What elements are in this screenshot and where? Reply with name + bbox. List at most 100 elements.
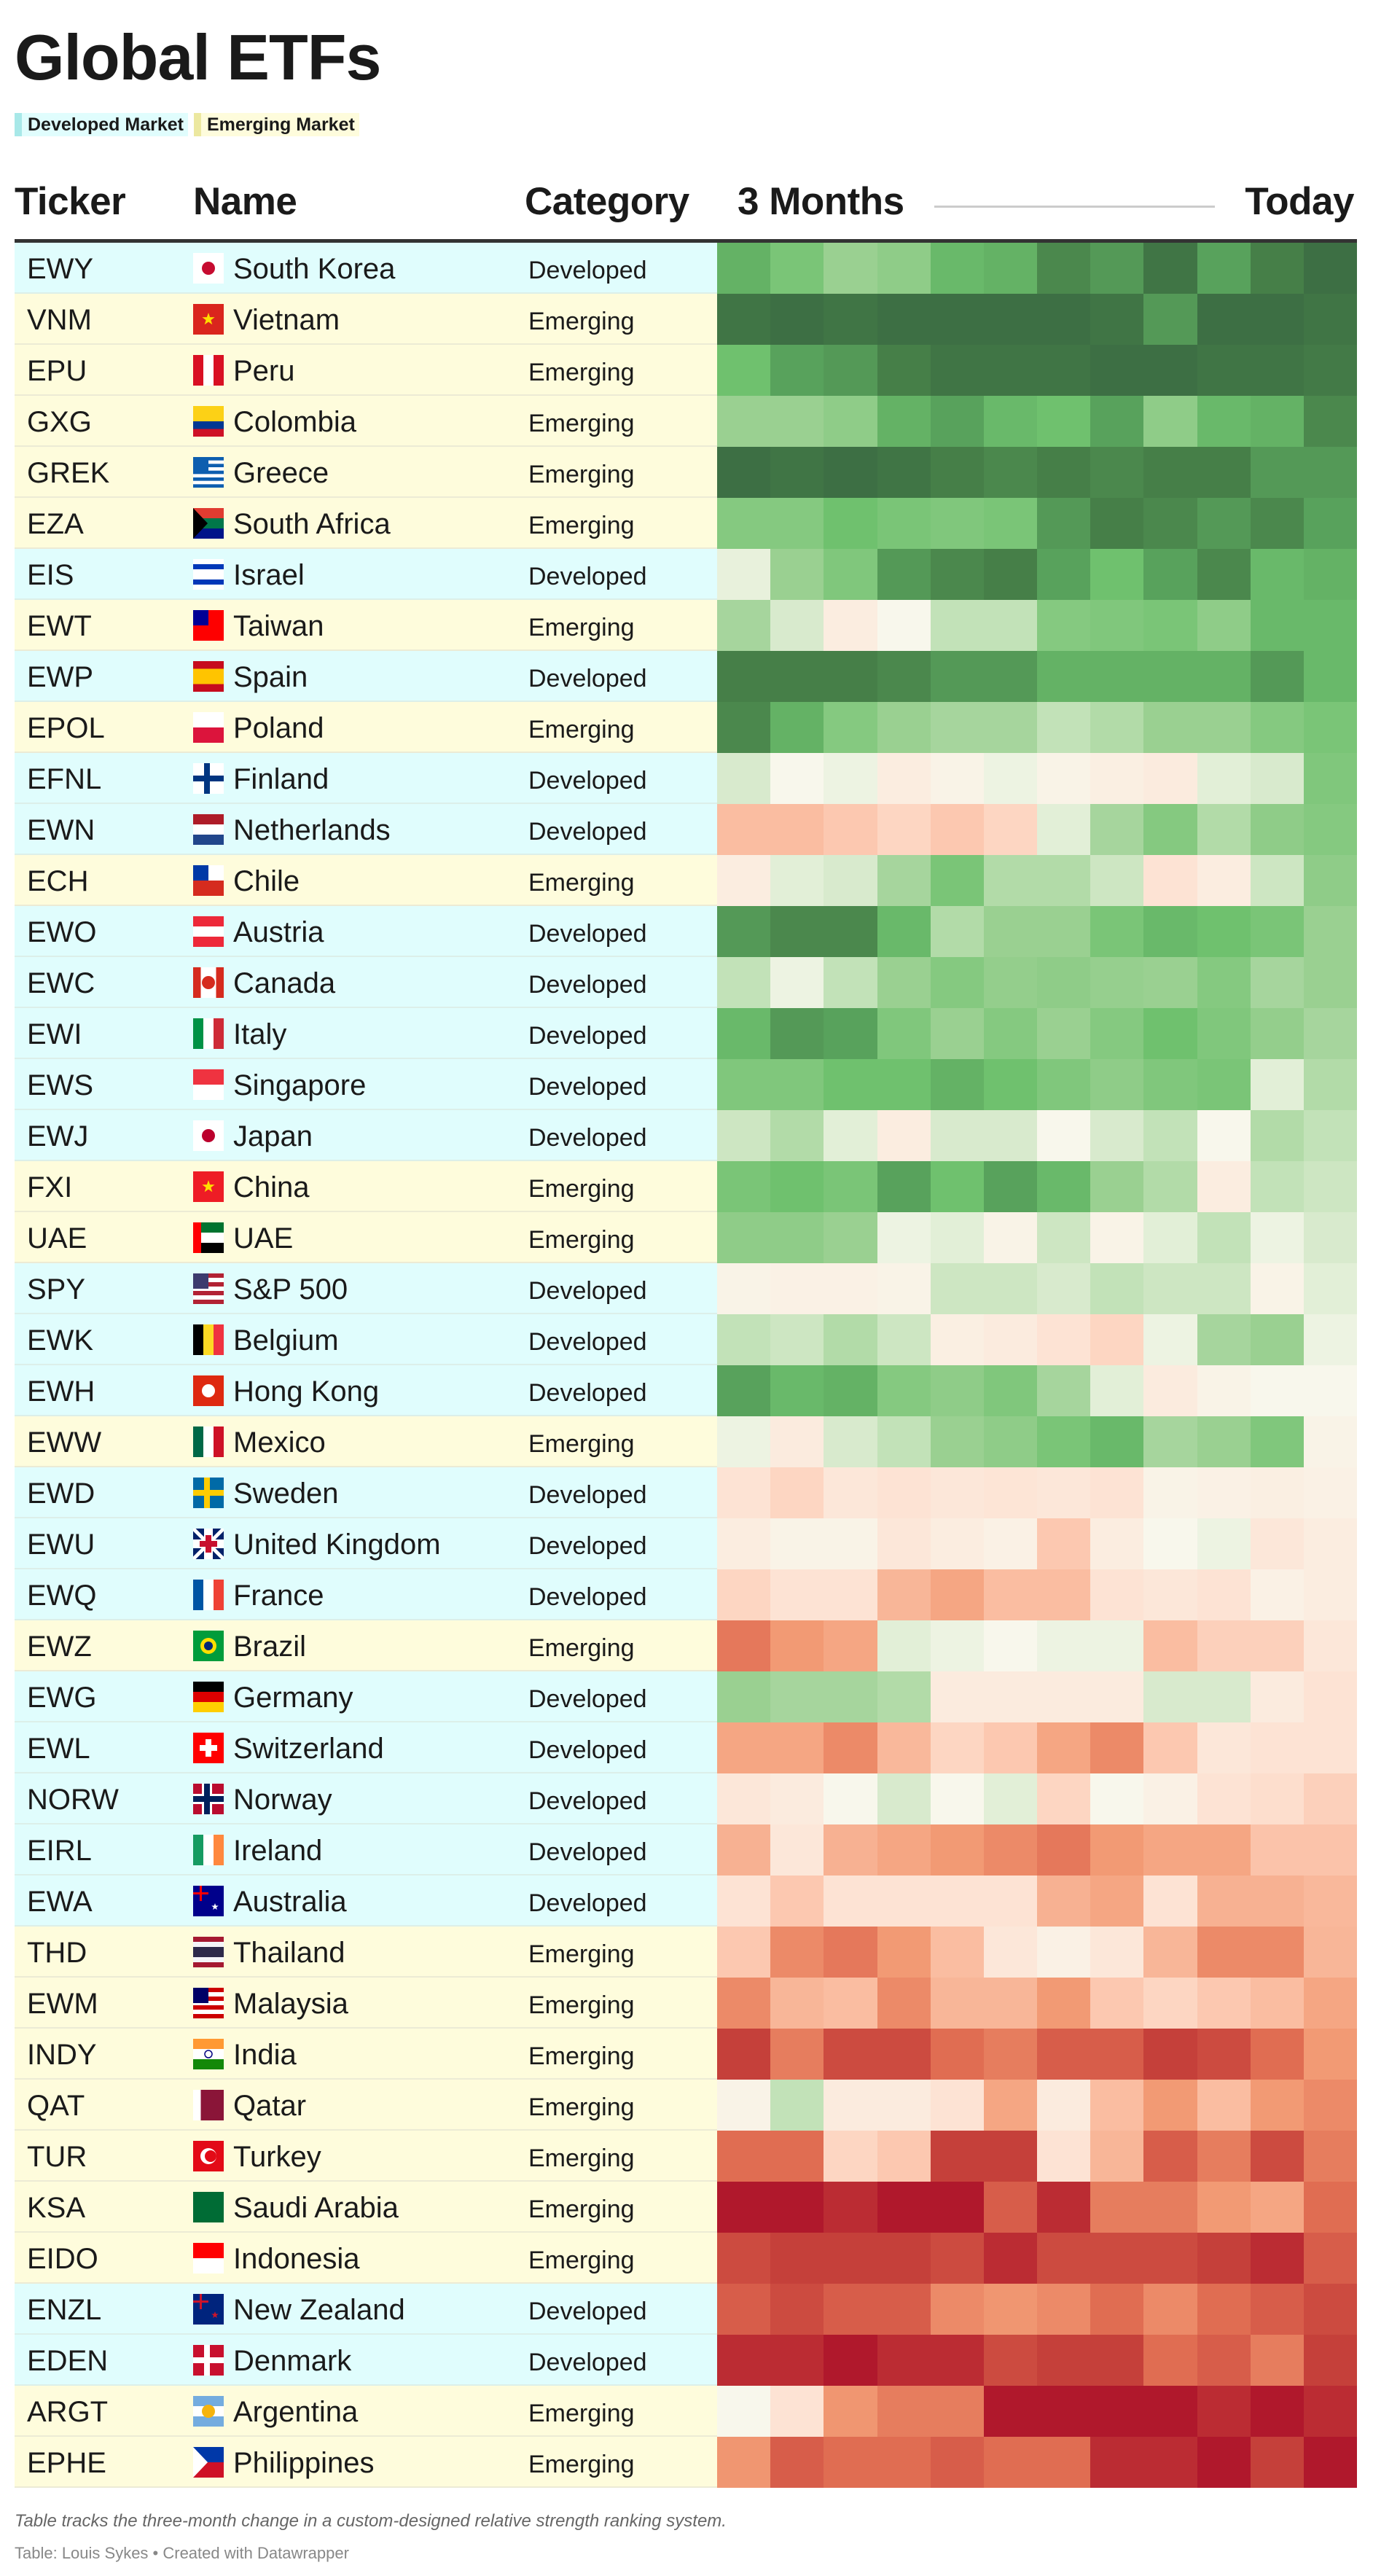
heatmap-cell (1090, 1978, 1144, 2029)
heatmap-cell (930, 1518, 984, 1569)
heatmap-row (717, 1263, 1358, 1314)
table-row: ENZL New Zealand Developed (15, 2284, 1358, 2335)
name-cell: Greece (233, 457, 329, 489)
heatmap-cell (770, 1416, 824, 1467)
name-cell: Norway (233, 1784, 332, 1816)
flag-belgium-icon (193, 1324, 224, 1355)
name-cell: New Zealand (233, 2294, 405, 2326)
table-body: EWY South Korea Developed VNM Vietnam Em… (15, 243, 1358, 2488)
heatmap-cell (877, 396, 931, 447)
heatmap-cell (1197, 498, 1251, 549)
heatmap-cell (1037, 2080, 1091, 2131)
row-label-area: EFNL Finland Developed (15, 753, 717, 804)
heatmap-cell (1250, 243, 1304, 294)
table-row: KSA Saudi Arabia Emerging (15, 2182, 1358, 2233)
heatmap-cell (717, 855, 771, 906)
category-cell: Developed (528, 920, 647, 948)
heatmap-cell (1143, 651, 1197, 702)
heatmap-cell (1143, 396, 1197, 447)
header-ticker[interactable]: Ticker (15, 180, 126, 223)
heatmap-cell (1250, 1876, 1304, 1927)
heatmap-cell (1143, 2233, 1197, 2284)
heatmap-cell (1037, 2335, 1091, 2386)
heatmap-cell (1197, 2182, 1251, 2233)
name-cell: Taiwan (233, 610, 324, 642)
heatmap-cell (1037, 2029, 1091, 2080)
row-label-area: EIS Israel Developed (15, 549, 717, 600)
flag-mexico-icon (193, 1426, 224, 1457)
heatmap-cell (877, 2131, 931, 2182)
heatmap-cell (770, 1110, 824, 1161)
heatmap-cell (877, 906, 931, 957)
heatmap-cell (1250, 1314, 1304, 1365)
heatmap-cell (717, 2233, 771, 2284)
heatmap-cell (930, 1416, 984, 1467)
heatmap-cell (983, 1314, 1038, 1365)
ticker-cell: EWG (27, 1682, 97, 1714)
heatmap-row (717, 2131, 1358, 2182)
heatmap-cell (1303, 753, 1358, 804)
heatmap-cell (1090, 1824, 1144, 1876)
legend-emerging-label: Emerging Market (206, 114, 355, 135)
heatmap-cell (1143, 1569, 1197, 1620)
heatmap-cell (1303, 2131, 1358, 2182)
heatmap-cell (930, 1569, 984, 1620)
heatmap-cell (1197, 2335, 1251, 2386)
heatmap-cell (983, 1416, 1038, 1467)
category-cell: Emerging (528, 2400, 635, 2427)
heatmap-cell (770, 1314, 824, 1365)
heatmap-cell (1250, 1671, 1304, 1722)
category-cell: Developed (528, 818, 647, 846)
heatmap-cell (770, 1824, 824, 1876)
heatmap-cell (1037, 2182, 1091, 2233)
heatmap-cell (877, 2335, 931, 2386)
flag-netherlands-icon (193, 814, 224, 846)
heatmap-cell (770, 906, 824, 957)
heatmap-cell (1303, 906, 1358, 957)
heatmap-row (717, 1314, 1358, 1365)
ticker-cell: EFNL (27, 763, 102, 795)
footer-note: Table tracks the three-month change in a… (15, 2511, 727, 2531)
header-category[interactable]: Category (525, 180, 689, 223)
heatmap-cell (770, 1876, 824, 1927)
heatmap-cell (1197, 294, 1251, 345)
heatmap-cell (877, 1773, 931, 1824)
heatmap-cell (877, 1416, 931, 1467)
heatmap-cell (824, 2080, 877, 2131)
heatmap-cell (1143, 702, 1197, 753)
heatmap-cell (717, 753, 771, 804)
header-name[interactable]: Name (193, 180, 297, 223)
heatmap-cell (1250, 1978, 1304, 2029)
heatmap-cell (1037, 2233, 1091, 2284)
heatmap-cell (770, 702, 824, 753)
heatmap-cell (1250, 1110, 1304, 1161)
heatmap-cell (1303, 1212, 1358, 1263)
heatmap-cell (824, 906, 877, 957)
heatmap-cell (877, 498, 931, 549)
heatmap-cell (983, 1110, 1038, 1161)
heatmap-cell (1037, 396, 1091, 447)
ticker-cell: KSA (27, 2192, 86, 2224)
ticker-cell: EPHE (27, 2447, 106, 2479)
heatmap-cell (717, 1161, 771, 1212)
heatmap-cell (717, 2335, 771, 2386)
heatmap-cell (1303, 1416, 1358, 1467)
heatmap-cell (877, 1365, 931, 1416)
heatmap-cell (1090, 549, 1144, 600)
row-label-area: EPHE Philippines Emerging (15, 2437, 717, 2488)
heatmap-cell (983, 2233, 1038, 2284)
name-cell: United Kingdom (233, 1529, 441, 1561)
table-row: EWY South Korea Developed (15, 243, 1358, 294)
ticker-cell: TUR (27, 2141, 87, 2173)
heatmap-cell (930, 1467, 984, 1518)
heatmap-cell (1197, 2029, 1251, 2080)
heatmap-cell (824, 1569, 877, 1620)
table-row: ECH Chile Emerging (15, 855, 1358, 906)
heatmap-cell (1250, 804, 1304, 855)
heatmap-cell (1090, 1263, 1144, 1314)
name-cell: Philippines (233, 2447, 375, 2479)
table-row: EPHE Philippines Emerging (15, 2437, 1358, 2488)
heatmap-cell (770, 2335, 824, 2386)
heatmap-cell (770, 1773, 824, 1824)
row-label-area: EWZ Brazil Emerging (15, 1620, 717, 1671)
